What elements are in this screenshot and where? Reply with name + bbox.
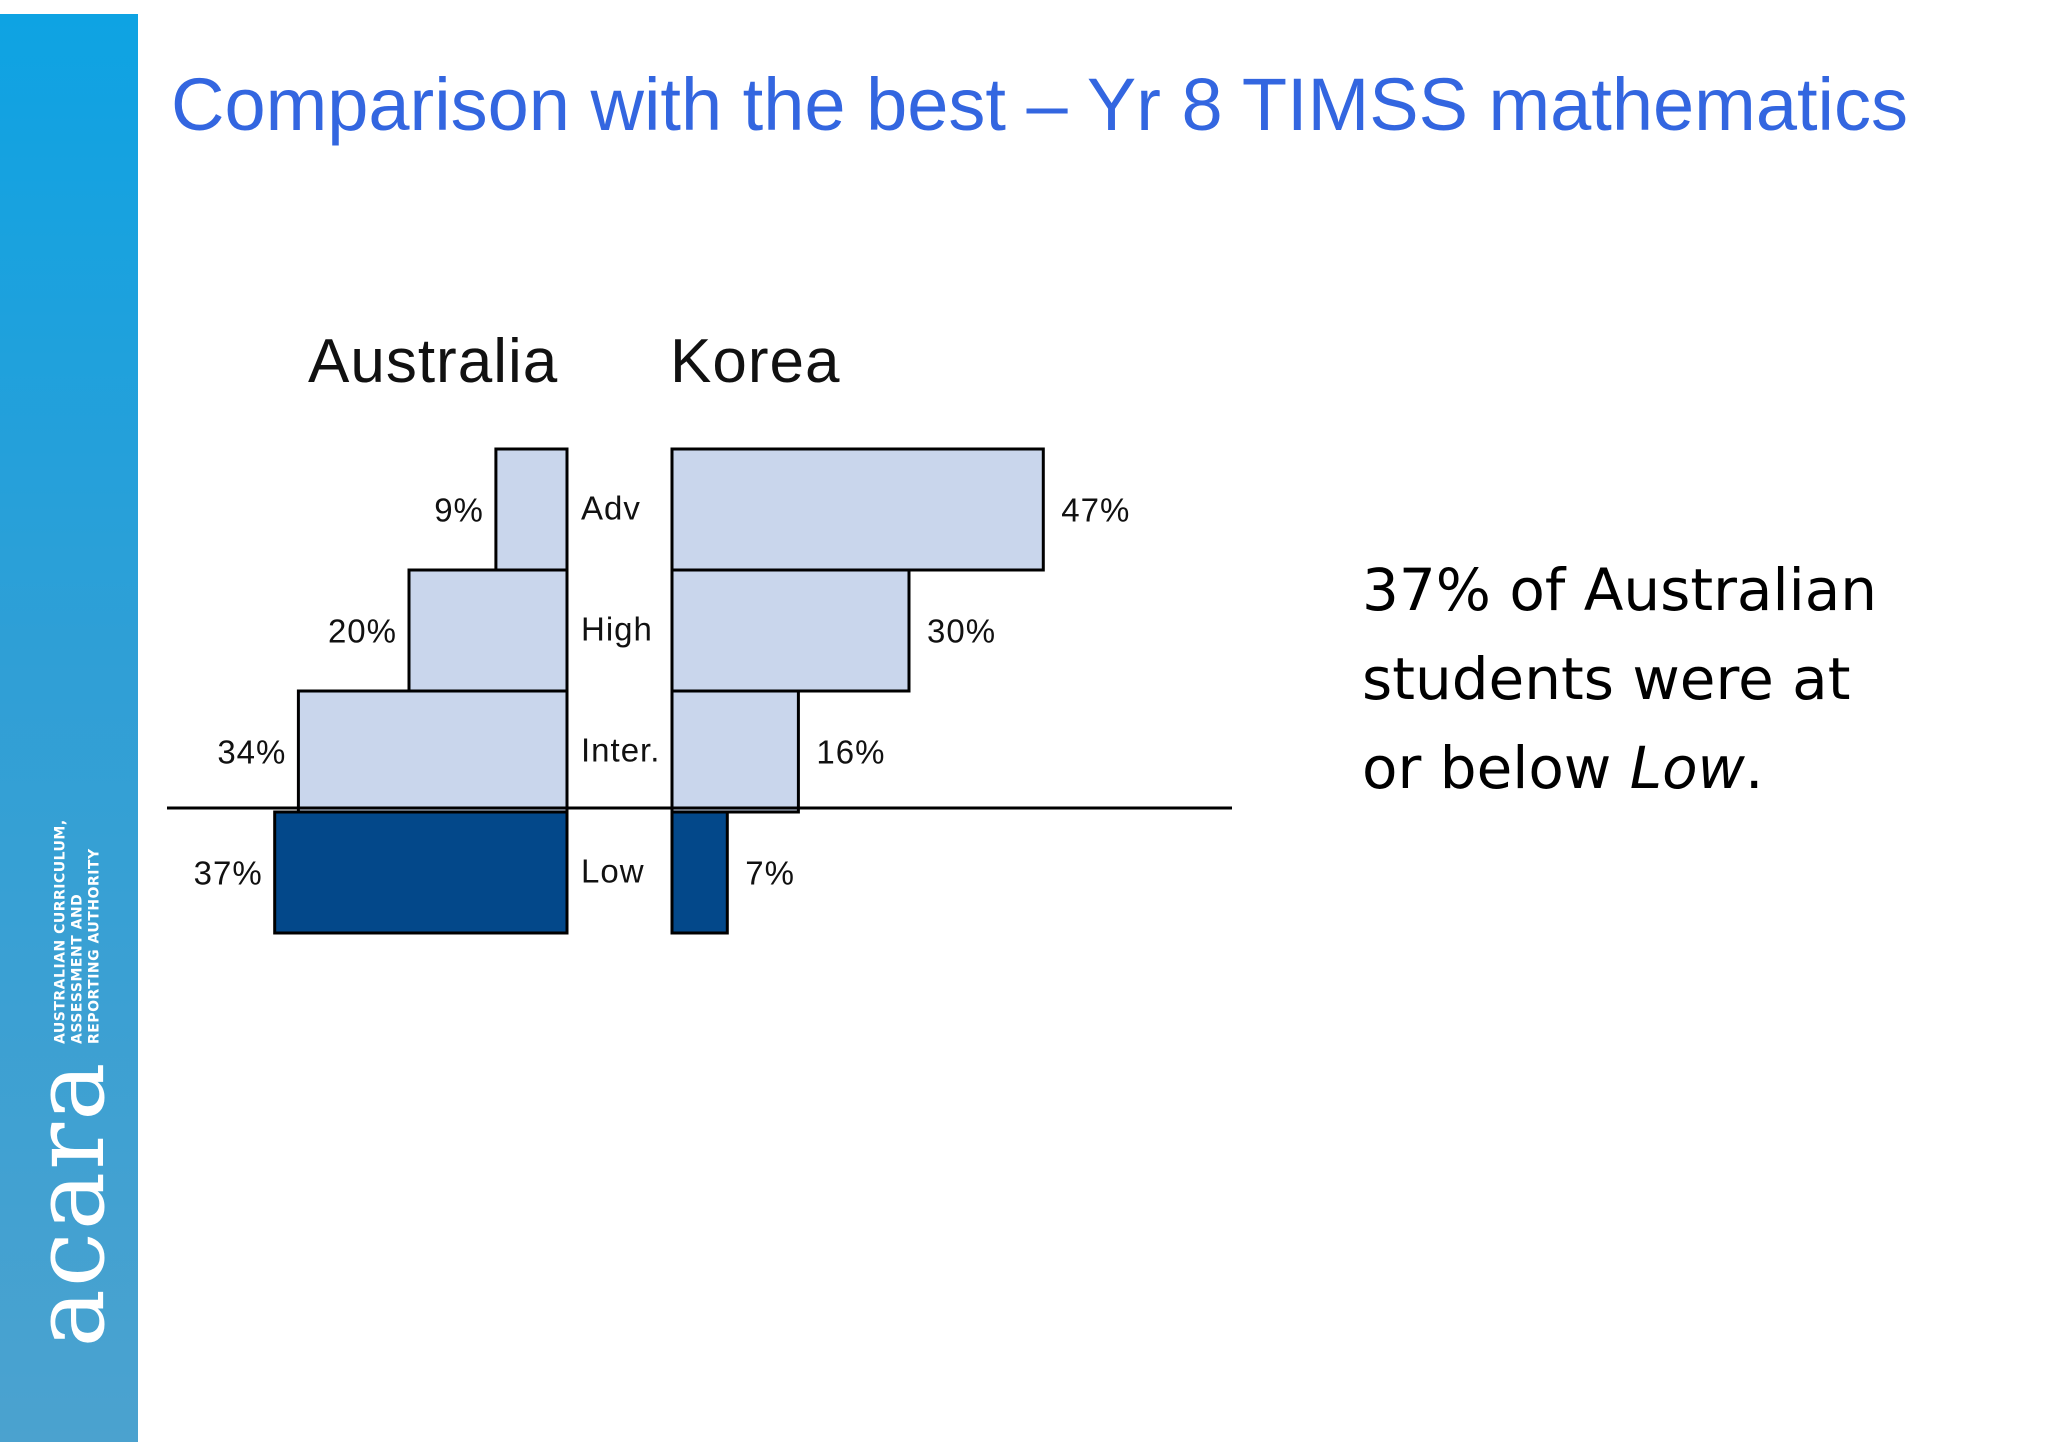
bar-korea — [670, 689, 800, 814]
data-label-korea: 47% — [1061, 492, 1130, 529]
data-label-australia: 9% — [434, 492, 484, 529]
summary-note-emphasis: Low — [1629, 734, 1745, 802]
series-heading-korea: Korea — [670, 327, 840, 396]
bar-australia — [296, 689, 569, 814]
bar-australia — [273, 810, 569, 935]
category-label: Low — [581, 853, 645, 890]
category-label: Adv — [581, 490, 641, 527]
category-label: Inter. — [581, 732, 660, 769]
slide-title: Comparison with the best – Yr 8 TIMSS ma… — [171, 63, 1908, 146]
data-label-australia: 34% — [217, 734, 286, 771]
bar-korea — [670, 810, 729, 935]
bar-australia — [494, 447, 569, 572]
bar-australia — [407, 568, 569, 693]
summary-note-text: 37% of Australian students were at or be… — [1362, 556, 1878, 802]
data-label-australia: 37% — [194, 855, 263, 892]
bar-korea — [670, 568, 911, 693]
category-label: High — [581, 611, 653, 648]
bar-korea — [670, 447, 1045, 572]
brand-sidebar: acara AUSTRALIAN CURRICULUM, ASSESSMENT … — [0, 14, 138, 1442]
data-label-korea: 16% — [816, 734, 885, 771]
series-heading-australia: Australia — [308, 327, 558, 396]
summary-note-suffix: . — [1745, 734, 1764, 802]
data-label-korea: 7% — [745, 855, 795, 892]
data-label-korea: 30% — [927, 613, 996, 650]
data-label-australia: 20% — [328, 613, 397, 650]
summary-note: 37% of Australian students were at or be… — [1362, 546, 1922, 813]
